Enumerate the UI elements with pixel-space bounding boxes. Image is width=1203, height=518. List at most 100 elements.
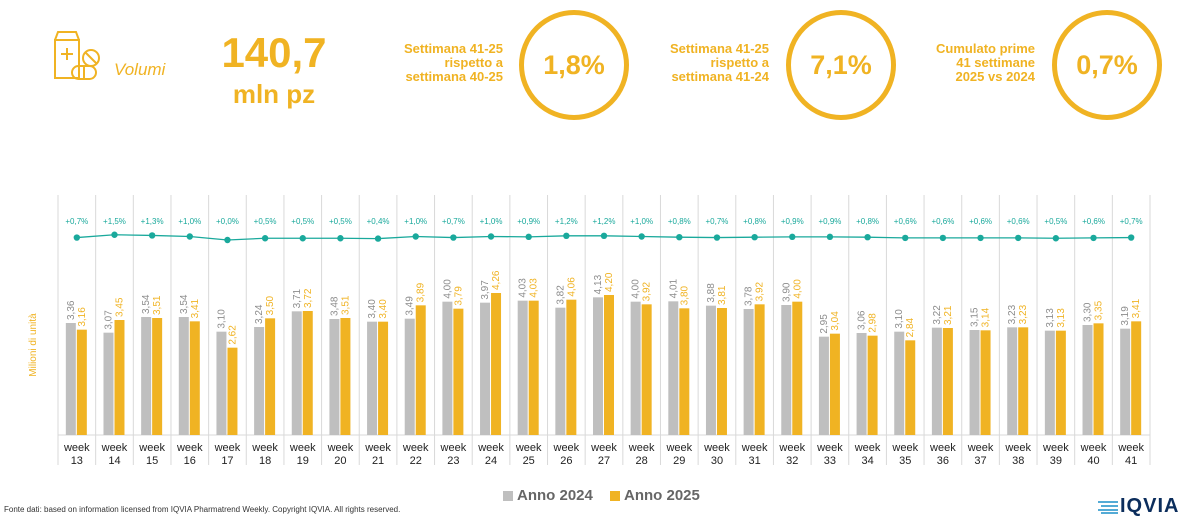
growth-label: +0,4% [367,217,390,226]
growth-point [638,233,645,240]
data-label-2024: 4,00 [631,279,642,299]
data-label-2025: 3,40 [378,299,389,319]
data-label-2025: 3,45 [114,297,125,317]
growth-point [487,233,495,240]
bar-2025 [415,305,426,435]
growth-label: +0,8% [856,217,879,226]
data-label-2025: 3,79 [453,286,464,306]
bar-2025 [679,308,690,435]
bar-2024 [555,307,566,435]
growth-point [450,234,457,241]
x-tick-label: 31 [748,455,760,467]
growth-point [186,233,193,240]
x-tick-label: 36 [937,455,949,467]
bar-2025 [378,321,389,435]
bar-2024 [103,332,114,435]
x-tick-label: 17 [221,455,233,467]
bar-2024 [630,301,641,435]
x-tick-label: 32 [786,455,798,467]
data-label-2024: 3,78 [744,286,755,306]
data-label-2025: 3,41 [190,298,201,318]
x-tick-label: week [665,442,692,454]
growth-point [977,234,984,242]
x-tick-label: week [63,442,90,454]
bar-2024 [442,301,453,435]
growth-label: +0,5% [1044,217,1067,226]
source-note: Fonte dati: based on information license… [4,505,401,514]
growth-label: +0,7% [1120,217,1143,226]
data-label-2024: 3,24 [254,304,265,324]
data-label-2024: 3,10 [894,309,905,329]
x-tick-label: 41 [1125,455,1137,467]
growth-label: +0,5% [254,217,277,226]
bar-2024 [743,309,754,435]
growth-label: +0,0% [216,217,239,226]
bar-2025 [716,308,727,435]
growth-label: +0,6% [931,217,954,226]
data-label-2025: 3,35 [1094,300,1105,320]
growth-label: +0,6% [1007,217,1030,226]
bar-2025 [340,318,351,435]
bar-2025 [265,318,276,435]
x-tick-label: week [440,442,467,454]
bar-2024 [480,302,491,435]
growth-point [1090,234,1097,242]
x-tick-label: 28 [636,455,648,467]
bar-2024 [1082,325,1093,435]
total-value: 140,7 [221,29,327,76]
kpi-2-circle: 7,1% [786,10,896,120]
data-label-2025: 3,41 [1131,298,1142,318]
data-label-2025: 2,62 [227,325,238,345]
bar-2025 [114,320,125,435]
growth-point [1052,235,1060,242]
growth-label: +0,7% [706,217,729,226]
data-label-2025: 3,16 [77,307,88,327]
data-label-2024: 3,54 [179,294,190,314]
x-tick-label: 34 [861,455,873,467]
growth-label: +1,0% [404,217,427,226]
bar-2024 [254,327,265,435]
growth-point [148,232,156,239]
x-tick-label: 29 [673,455,685,467]
growth-label: +0,6% [1082,217,1105,226]
growth-point [864,234,871,241]
x-tick-label: 30 [711,455,723,467]
legend-swatch-2025 [610,490,620,501]
data-label-2024: 3,06 [857,310,868,330]
x-tick-label: 37 [974,455,986,467]
bar-2025 [491,293,502,435]
x-tick-label: 23 [447,455,459,467]
growth-label: +0,7% [65,217,88,226]
bar-2025 [905,340,916,435]
data-label-2024: 3,19 [1120,306,1131,326]
data-label-2025: 3,23 [1018,304,1029,324]
x-tick-label: 39 [1050,455,1062,467]
x-tick-label: 20 [334,455,346,467]
bar-2025 [189,321,200,435]
growth-point [261,235,269,242]
growth-point [826,233,834,241]
x-tick-label: week [703,442,730,454]
data-label-2024: 4,13 [593,274,604,294]
data-label-2024: 4,01 [668,278,679,298]
data-label-2025: 3,51 [340,295,351,315]
growth-point [412,233,419,240]
x-tick-label: week [1117,442,1144,454]
kpi-1-value: 1,8% [543,49,605,80]
growth-label: +1,0% [480,217,503,226]
growth-point [299,235,306,242]
bar-2024 [1007,327,1018,435]
x-tick-label: week [101,442,128,454]
bar-2024 [517,300,528,435]
growth-point [1015,234,1022,242]
kpi-1-circle: 1,8% [519,10,629,120]
iqvia-brand: IQVIA [1120,495,1180,517]
volumi-label: Volumi [114,60,166,79]
x-tick-label: 26 [560,455,572,467]
data-label-2024: 3,88 [706,283,717,303]
total-unit: mln pz [232,79,316,109]
kpi-3-circle: 0,7% [1052,10,1162,120]
data-label-2024: 2,95 [819,314,830,334]
x-tick-label: week [138,442,165,454]
growth-point [676,234,683,241]
